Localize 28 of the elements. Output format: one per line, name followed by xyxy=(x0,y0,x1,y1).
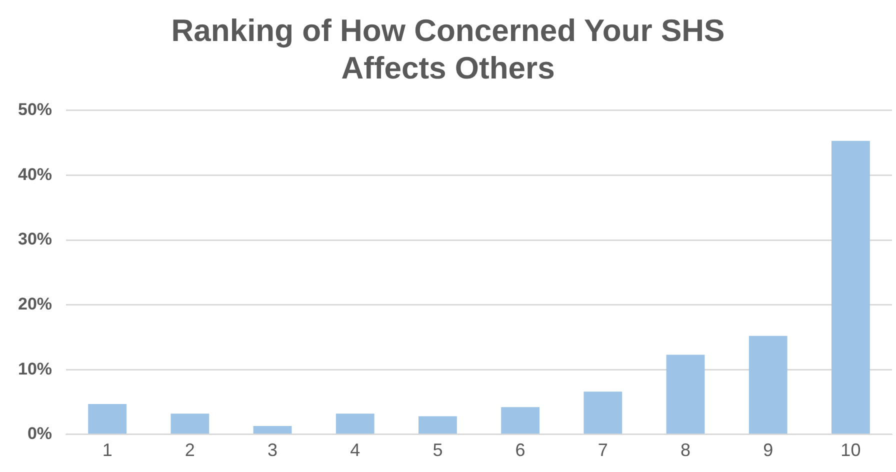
bar xyxy=(584,392,622,434)
x-tick-label: 3 xyxy=(268,440,278,460)
bar xyxy=(748,336,788,434)
bar xyxy=(501,407,540,434)
x-tick-label: 9 xyxy=(763,440,774,460)
text: Affects Others xyxy=(341,50,555,86)
bar xyxy=(418,416,457,434)
y-tick-label: 50% xyxy=(18,100,52,120)
bar xyxy=(253,426,292,434)
bar xyxy=(170,414,210,434)
x-tick-label: 5 xyxy=(432,440,443,460)
x-tick-label: 6 xyxy=(515,440,526,460)
text: Ranking of How Concerned Your SHS xyxy=(171,13,725,48)
x-tick-label: 2 xyxy=(184,440,195,460)
bar xyxy=(832,140,870,434)
x-tick-label: 4 xyxy=(350,440,360,460)
y-tick-label: 20% xyxy=(18,294,52,314)
bar xyxy=(336,414,374,434)
x-tick-label: 7 xyxy=(598,440,608,460)
x-tick-label: 10 xyxy=(840,440,861,460)
x-tick-label: 1 xyxy=(102,440,112,460)
bar xyxy=(88,404,127,434)
y-tick-label: 0% xyxy=(27,424,52,444)
bar xyxy=(666,354,705,434)
y-tick-label: 30% xyxy=(18,230,52,249)
x-tick-label: 8 xyxy=(680,440,691,460)
y-tick-label: 10% xyxy=(18,359,52,378)
y-tick-label: 40% xyxy=(18,164,52,184)
